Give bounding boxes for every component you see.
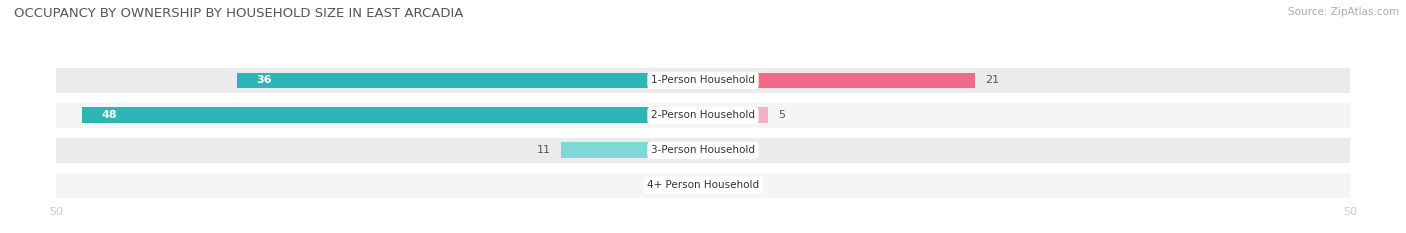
Bar xyxy=(238,72,703,88)
Bar xyxy=(703,177,735,193)
Bar xyxy=(56,138,1350,163)
Bar xyxy=(56,173,1350,198)
Text: OCCUPANCY BY OWNERSHIP BY HOUSEHOLD SIZE IN EAST ARCADIA: OCCUPANCY BY OWNERSHIP BY HOUSEHOLD SIZE… xyxy=(14,7,464,20)
Text: 3-Person Household: 3-Person Household xyxy=(651,145,755,155)
Text: 4+ Person Household: 4+ Person Household xyxy=(647,180,759,190)
Bar xyxy=(703,142,735,158)
Text: 0: 0 xyxy=(745,180,752,190)
Text: 5: 5 xyxy=(778,110,785,120)
Bar xyxy=(703,72,974,88)
Bar xyxy=(56,103,1350,128)
Text: 11: 11 xyxy=(536,145,550,155)
Text: 36: 36 xyxy=(257,75,273,85)
Bar xyxy=(561,142,703,158)
Text: 21: 21 xyxy=(986,75,1000,85)
Text: 48: 48 xyxy=(101,110,117,120)
Text: 1-Person Household: 1-Person Household xyxy=(651,75,755,85)
Text: 3: 3 xyxy=(647,180,654,190)
Text: 0: 0 xyxy=(745,145,752,155)
Bar xyxy=(703,107,768,123)
Text: 2-Person Household: 2-Person Household xyxy=(651,110,755,120)
Text: Source: ZipAtlas.com: Source: ZipAtlas.com xyxy=(1288,7,1399,17)
Bar xyxy=(56,68,1350,93)
Bar xyxy=(664,177,703,193)
Bar xyxy=(82,107,703,123)
